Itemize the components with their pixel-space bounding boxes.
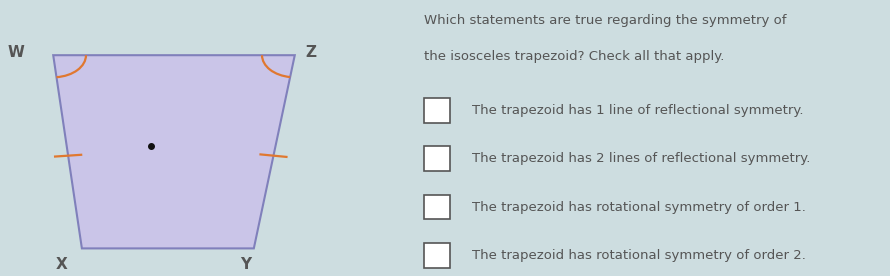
Bar — [424, 98, 450, 123]
Text: Y: Y — [240, 258, 251, 272]
Text: W: W — [8, 45, 25, 60]
Polygon shape — [53, 55, 295, 248]
Text: X: X — [55, 258, 68, 272]
Text: Z: Z — [305, 45, 317, 60]
Text: The trapezoid has 2 lines of reflectional symmetry.: The trapezoid has 2 lines of reflectiona… — [472, 152, 810, 165]
Text: The trapezoid has 1 line of reflectional symmetry.: The trapezoid has 1 line of reflectional… — [472, 104, 804, 117]
Text: the isosceles trapezoid? Check all that apply.: the isosceles trapezoid? Check all that … — [424, 50, 724, 63]
Bar — [424, 146, 450, 171]
Text: Which statements are true regarding the symmetry of: Which statements are true regarding the … — [424, 14, 787, 27]
Text: The trapezoid has rotational symmetry of order 2.: The trapezoid has rotational symmetry of… — [472, 249, 805, 262]
Bar — [424, 195, 450, 219]
Bar — [424, 243, 450, 268]
Text: The trapezoid has rotational symmetry of order 1.: The trapezoid has rotational symmetry of… — [472, 200, 805, 214]
